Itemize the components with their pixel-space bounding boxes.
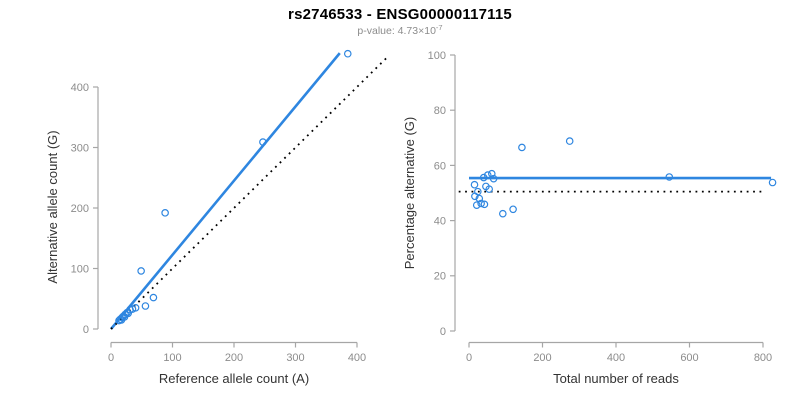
data-point (485, 185, 494, 193)
data-point (141, 302, 150, 310)
data-point (161, 209, 169, 217)
x-tick-label: 400 (348, 352, 366, 364)
x-tick-label: 0 (466, 352, 472, 364)
y-axis-label: Alternative allele count (G) (45, 130, 60, 283)
x-axis-label: Total number of reads (553, 371, 679, 386)
pvalue-exponent: -7 (435, 23, 443, 32)
y-tick-label: 0 (83, 324, 89, 336)
data-point (149, 293, 158, 302)
data-point (474, 187, 482, 196)
x-tick-label: 200 (225, 352, 243, 364)
fitted-ratio-line (109, 52, 341, 330)
data-point (124, 309, 133, 318)
x-tick-label: 300 (286, 352, 304, 364)
x-tick-label: 100 (163, 352, 181, 364)
x-tick-label: 800 (754, 352, 772, 364)
data-point (470, 180, 479, 189)
data-point (499, 209, 507, 218)
data-point (137, 267, 145, 275)
y-tick-label: 100 (71, 263, 89, 275)
y-tick-label: 200 (71, 203, 89, 215)
y-tick-label: 80 (434, 105, 446, 117)
figure-title: rs2746533 - ENSG00000117115 (288, 6, 512, 23)
x-tick-label: 600 (680, 352, 698, 364)
data-point (665, 173, 674, 181)
data-point (518, 143, 526, 152)
x-tick-label: 0 (108, 352, 114, 364)
data-point (479, 173, 488, 182)
allele-count-scatter: 0 100 200 300 400 0 100 200 300 400 Reference alle… (45, 49, 388, 386)
data-point (477, 199, 485, 208)
x-tick-label: 200 (533, 352, 551, 364)
y-tick-label: 300 (71, 142, 89, 154)
data-point (565, 137, 574, 145)
identity-line (110, 57, 388, 330)
data-point (471, 192, 479, 201)
x-tick-label: 400 (607, 352, 625, 364)
y-tick-label: 60 (434, 160, 446, 172)
pvalue-text: p-value: 4.73×10 (357, 25, 436, 37)
data-point (475, 194, 484, 203)
data-point (480, 200, 489, 209)
y-tick-label: 20 (434, 271, 446, 283)
y-tick-label: 0 (440, 326, 446, 338)
figure-subtitle: p-value: 4.73×10-7 (0, 23, 800, 37)
data-point (472, 201, 481, 209)
data-point (259, 138, 267, 146)
data-point (131, 304, 140, 312)
data-point (489, 174, 498, 183)
y-tick-label: 400 (71, 82, 89, 94)
data-point (343, 49, 352, 58)
data-point (768, 178, 777, 187)
x-axis-label: Reference allele count (A) (159, 371, 309, 386)
y-tick-label: 40 (434, 215, 446, 227)
data-point (487, 169, 496, 178)
y-tick-label: 100 (428, 50, 446, 62)
data-point (483, 171, 492, 179)
percentage-vs-coverage-scatter: 0 200 400 600 800 0 20 40 60 80 100 Total number of… (402, 50, 777, 386)
data-point (509, 205, 517, 214)
y-axis-label: Percentage alternative (G) (402, 117, 417, 269)
